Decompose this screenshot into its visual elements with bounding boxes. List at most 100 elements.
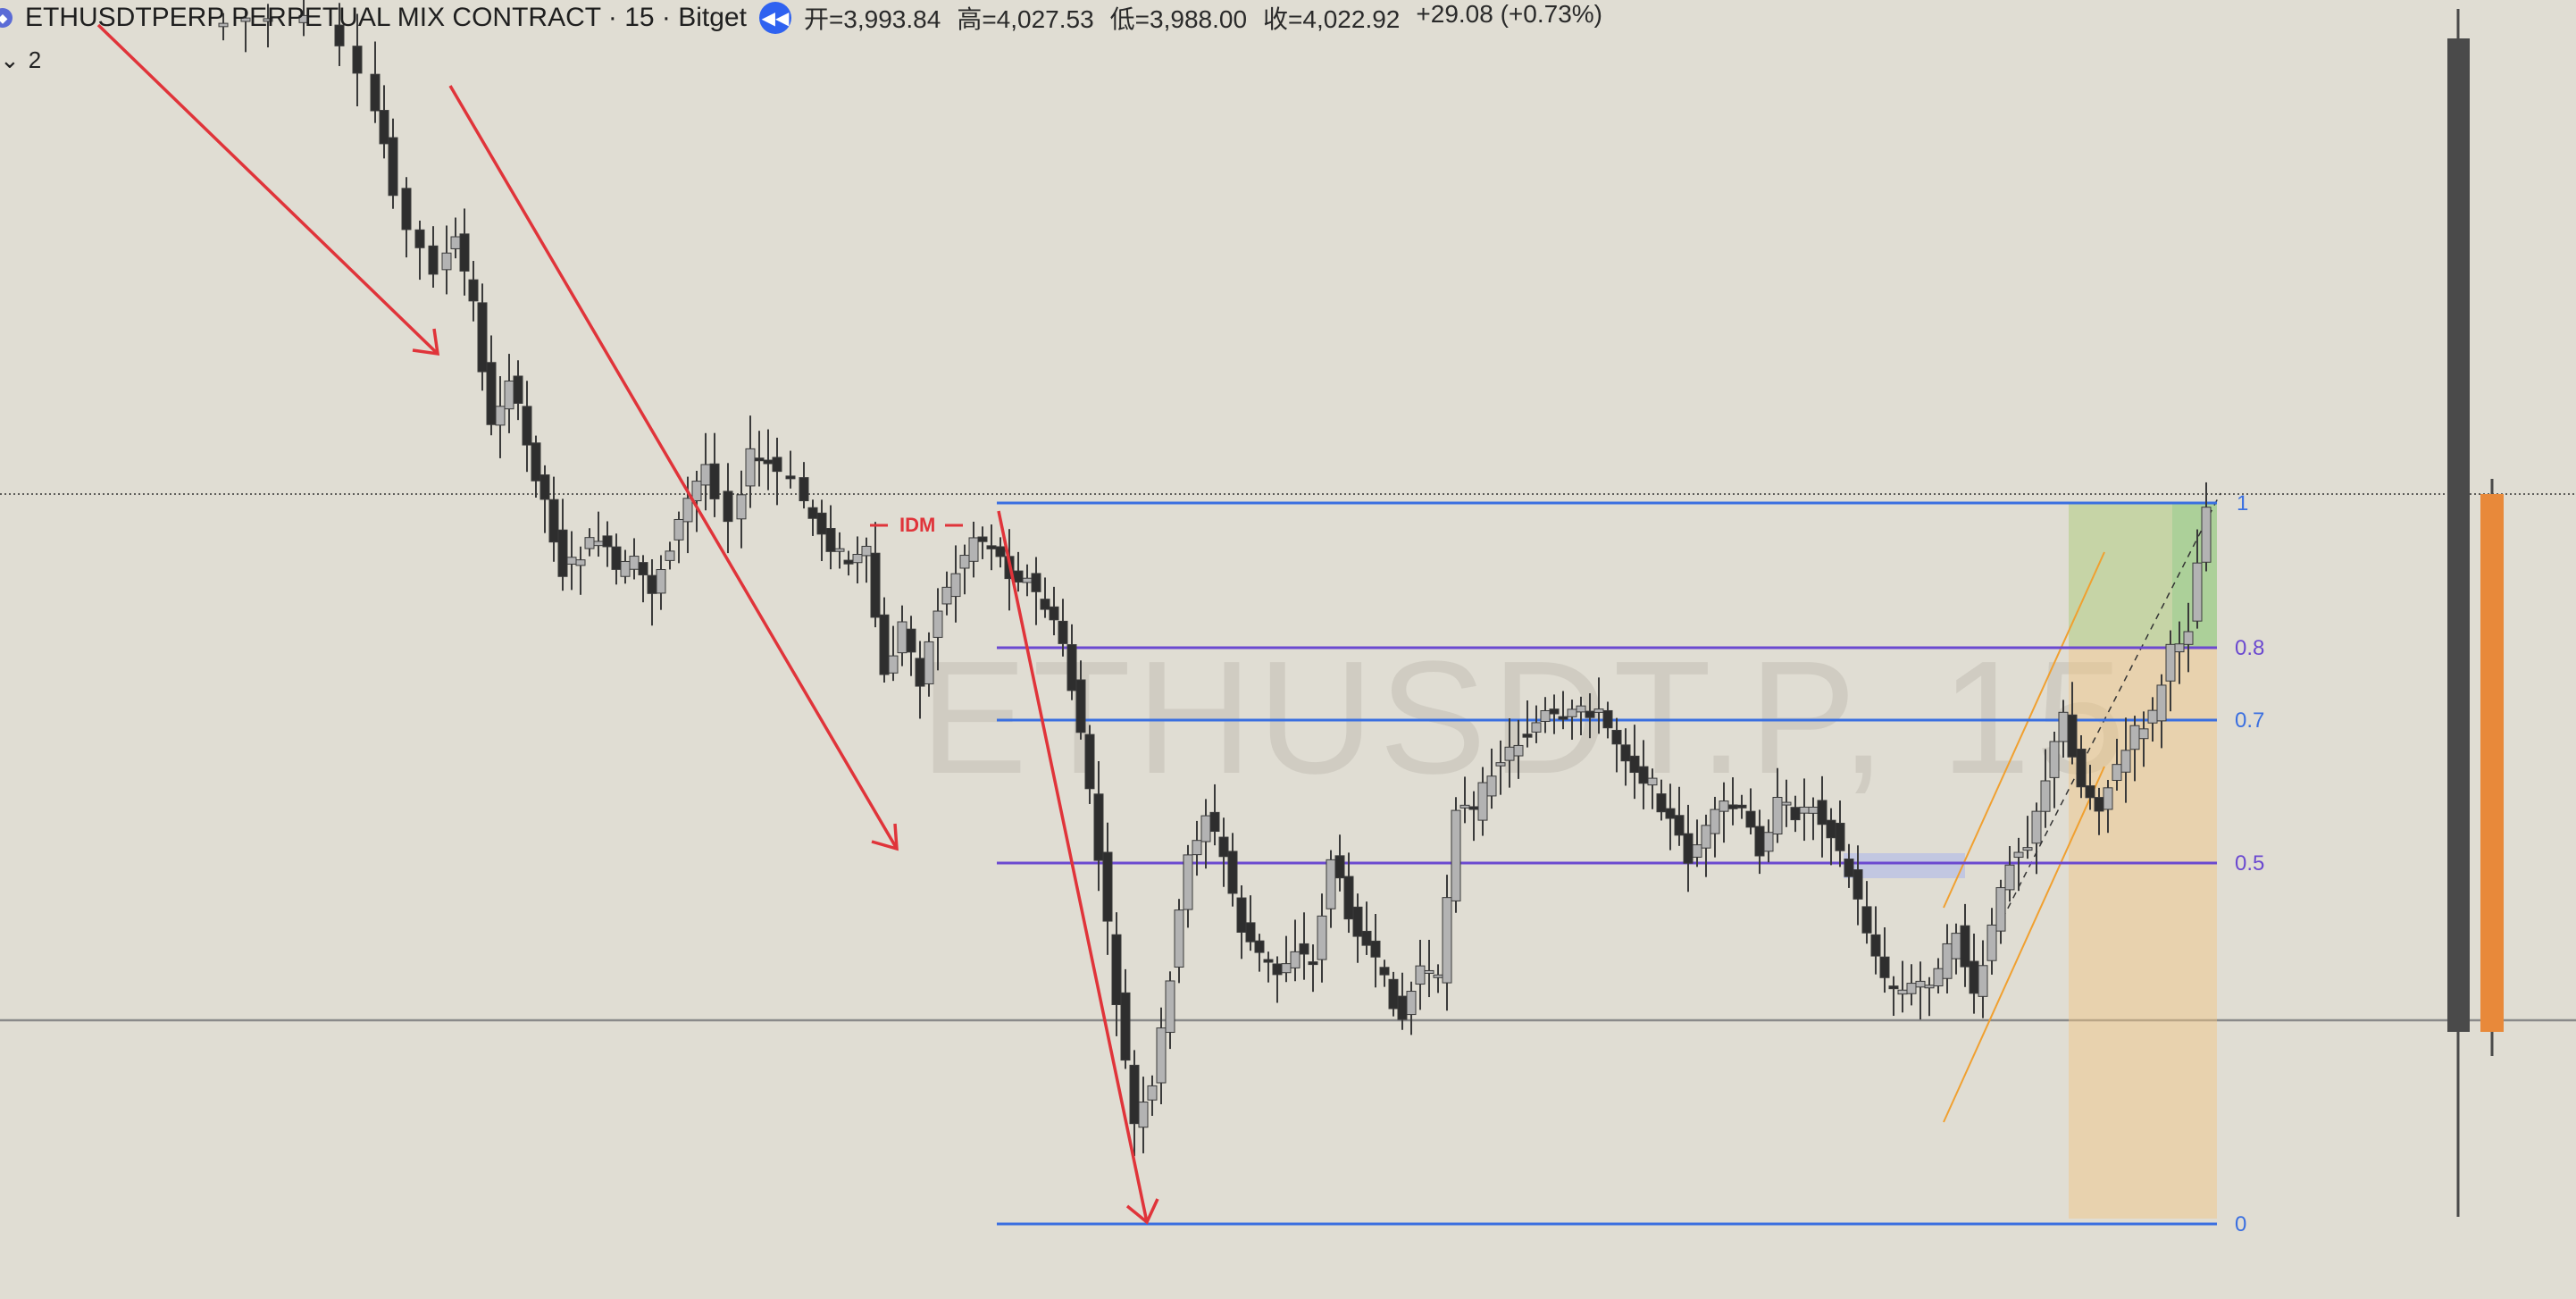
candle-body[interactable] bbox=[539, 474, 550, 500]
candle-body[interactable] bbox=[1710, 809, 1720, 834]
candle-body[interactable] bbox=[513, 375, 523, 404]
candle-body[interactable] bbox=[1942, 943, 1953, 979]
candle-body[interactable] bbox=[611, 546, 622, 570]
candle-body[interactable] bbox=[531, 442, 541, 482]
candle-body[interactable] bbox=[2112, 764, 2122, 781]
rewind-icon[interactable]: ◀◀ bbox=[758, 2, 791, 34]
candle-body[interactable] bbox=[1013, 570, 1024, 583]
candle-body[interactable] bbox=[1870, 934, 1881, 957]
candle-body[interactable] bbox=[1227, 851, 1238, 894]
candle-body[interactable] bbox=[825, 527, 836, 552]
candle-body[interactable] bbox=[450, 236, 461, 249]
candle-body[interactable] bbox=[852, 554, 863, 564]
candle-body[interactable] bbox=[1638, 766, 1649, 784]
candle-body[interactable] bbox=[1451, 809, 1461, 901]
volume-bar-dark[interactable] bbox=[2447, 38, 2470, 1032]
candle-body[interactable] bbox=[1558, 716, 1568, 720]
candle-body[interactable] bbox=[897, 621, 907, 654]
candlestick-series[interactable] bbox=[218, 0, 2212, 1157]
candle-body[interactable] bbox=[2004, 864, 2015, 891]
candle-body[interactable] bbox=[879, 614, 890, 675]
candle-body[interactable] bbox=[1138, 1102, 1149, 1128]
candle-body[interactable] bbox=[1281, 963, 1292, 974]
candle-body[interactable] bbox=[763, 459, 774, 465]
candle-body[interactable] bbox=[1790, 807, 1801, 821]
candle-body[interactable] bbox=[2103, 787, 2113, 810]
candle-body[interactable] bbox=[691, 481, 702, 502]
candle-body[interactable] bbox=[1611, 729, 1622, 745]
candle-body[interactable] bbox=[1459, 804, 1470, 809]
candle-body[interactable] bbox=[593, 541, 604, 547]
candle-body[interactable] bbox=[1853, 869, 1863, 900]
candle-body[interactable] bbox=[1513, 744, 1524, 757]
candle-body[interactable] bbox=[2067, 714, 2078, 758]
candle-body[interactable] bbox=[298, 14, 309, 23]
candle-body[interactable] bbox=[1031, 573, 1041, 592]
candle-body[interactable] bbox=[441, 252, 452, 271]
candle-body[interactable] bbox=[1745, 810, 1756, 828]
candle-body[interactable] bbox=[673, 518, 684, 541]
candle-body[interactable] bbox=[1924, 985, 1935, 989]
candle-body[interactable] bbox=[1049, 606, 1059, 621]
candle-body[interactable] bbox=[968, 537, 979, 562]
candle-body[interactable] bbox=[772, 457, 782, 473]
candle-body[interactable] bbox=[1183, 854, 1193, 910]
candle-body[interactable] bbox=[933, 610, 943, 638]
candle-body[interactable] bbox=[665, 550, 675, 561]
candle-body[interactable] bbox=[334, 24, 345, 46]
candle-body[interactable] bbox=[647, 574, 657, 594]
candle-body[interactable] bbox=[723, 490, 733, 523]
candle-body[interactable] bbox=[495, 406, 506, 426]
candle-body[interactable] bbox=[1486, 775, 1497, 797]
candle-body[interactable] bbox=[1272, 963, 1283, 976]
candle-body[interactable] bbox=[1129, 1064, 1140, 1125]
candle-body[interactable] bbox=[584, 537, 595, 549]
candle-body[interactable] bbox=[477, 302, 488, 373]
candle-body[interactable] bbox=[1727, 804, 1738, 809]
candle-body[interactable] bbox=[1844, 859, 1854, 877]
candle-body[interactable] bbox=[1549, 708, 1560, 715]
candle-body[interactable] bbox=[352, 46, 363, 74]
candle-body[interactable] bbox=[700, 464, 711, 486]
candle-body[interactable] bbox=[1245, 922, 1256, 943]
candle-body[interactable] bbox=[736, 494, 747, 520]
candle-body[interactable] bbox=[240, 17, 251, 22]
candle-body[interactable] bbox=[1960, 925, 1970, 968]
candle-body[interactable] bbox=[2183, 631, 2194, 645]
candle-body[interactable] bbox=[2165, 643, 2176, 682]
candle-body[interactable] bbox=[1692, 844, 1702, 858]
candle-body[interactable] bbox=[1343, 876, 1354, 920]
candle-body[interactable] bbox=[1897, 989, 1908, 995]
candle-body[interactable] bbox=[1817, 800, 1827, 825]
candle-body[interactable] bbox=[843, 559, 854, 565]
candle-body[interactable] bbox=[709, 463, 720, 499]
candle-body[interactable] bbox=[2201, 507, 2212, 563]
candle-body[interactable] bbox=[401, 188, 412, 230]
candle-body[interactable] bbox=[807, 507, 818, 519]
candle-body[interactable] bbox=[1495, 762, 1506, 767]
candle-body[interactable] bbox=[1397, 995, 1408, 1020]
candle-body[interactable] bbox=[995, 546, 1006, 557]
candle-body[interactable] bbox=[1986, 924, 1997, 961]
candle-body[interactable] bbox=[2049, 741, 2060, 778]
candle-body[interactable] bbox=[834, 548, 845, 552]
candle-body[interactable] bbox=[861, 545, 872, 557]
candle-body[interactable] bbox=[1647, 777, 1658, 786]
candle-body[interactable] bbox=[1317, 915, 1327, 960]
candle-body[interactable] bbox=[1665, 808, 1676, 819]
candle-body[interactable] bbox=[1701, 825, 1711, 849]
candle-body[interactable] bbox=[2147, 709, 2158, 724]
trend-arrow-3[interactable] bbox=[997, 510, 1159, 1225]
candle-body[interactable] bbox=[1066, 644, 1077, 691]
candle-body[interactable] bbox=[1772, 796, 1783, 835]
channel-line-lower[interactable] bbox=[1943, 766, 2105, 1123]
candle-body[interactable] bbox=[557, 529, 568, 577]
candle-body[interactable] bbox=[1674, 815, 1685, 836]
candle-body[interactable] bbox=[1111, 934, 1122, 1006]
symbol-title[interactable]: ETHUSDTPERP PERPETUAL MIX CONTRACT · 15 … bbox=[25, 3, 747, 32]
candle-body[interactable] bbox=[950, 573, 961, 598]
candle-body[interactable] bbox=[1326, 859, 1336, 909]
candle-body[interactable] bbox=[1361, 930, 1372, 946]
